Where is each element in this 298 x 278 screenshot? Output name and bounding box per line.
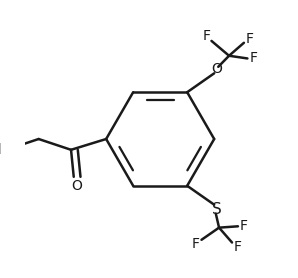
Text: F: F	[245, 32, 253, 46]
Text: Cl: Cl	[0, 143, 2, 157]
Text: F: F	[249, 51, 257, 65]
Text: O: O	[71, 179, 82, 193]
Text: F: F	[233, 240, 241, 254]
Text: O: O	[212, 62, 222, 76]
Text: F: F	[192, 237, 200, 251]
Text: F: F	[203, 29, 211, 43]
Text: S: S	[212, 202, 222, 217]
Text: F: F	[240, 219, 248, 233]
